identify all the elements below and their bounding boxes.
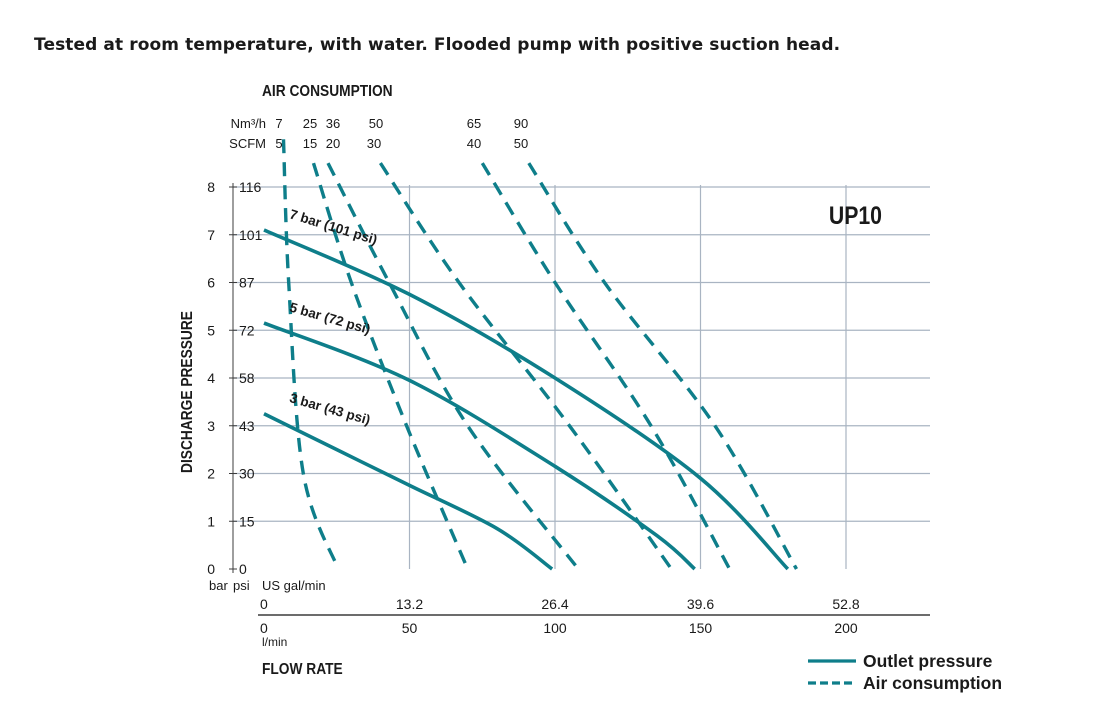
y-tick-label-bar: 4 (207, 370, 215, 386)
air-label-nm3h: 25 (303, 116, 317, 131)
y-tick-label-psi: 87 (239, 275, 255, 291)
x-tick-label-gal: 52.8 (832, 596, 859, 612)
y-tick-label-bar: 8 (207, 179, 215, 195)
legend-outlet-label: Outlet pressure (863, 651, 993, 671)
y-tick-label-bar: 1 (207, 513, 215, 529)
air-curve (281, 139, 340, 570)
air-label-scfm: 50 (514, 136, 528, 151)
axes: 0 0 1 15 2 30 3 43 4 58 5 72 6 87 7 101 8 116 0 0 13.2 50 26.4… (207, 179, 930, 636)
y-tick-label-psi: 30 (239, 466, 255, 482)
grid-lines (233, 185, 930, 569)
top-row2-unit: SCFM (229, 136, 266, 151)
air-label-scfm: 30 (367, 136, 381, 151)
air-curve (527, 162, 798, 570)
air-label-nm3h: 36 (326, 116, 340, 131)
air-curve (311, 162, 470, 570)
chart-labels: AIR CONSUMPTION Nm³/h SCFM UP10 DISCHARG… (178, 82, 882, 678)
y-tick-label-psi: 15 (239, 513, 255, 529)
y-tick-label-bar: 5 (207, 322, 215, 338)
y-tick-label-bar: 3 (207, 418, 215, 434)
air-label-scfm: 40 (467, 136, 481, 151)
x-tick-label-lpm: 200 (834, 620, 858, 636)
air-curve (480, 162, 732, 570)
y-tick-label-bar: 6 (207, 275, 215, 291)
x-tick-label-lpm: 0 (260, 620, 268, 636)
y-axis-title: DISCHARGE PRESSURE (178, 311, 196, 473)
top-row1-unit: Nm³/h (231, 116, 266, 131)
x-axis-title: FLOW RATE (262, 660, 343, 678)
x-tick-label-lpm: 150 (689, 620, 713, 636)
outlet-pressure-curve (263, 412, 554, 571)
outlet-pressure-curves: 7 bar (101 psi)5 bar (72 psi)3 bar (43 p… (263, 207, 790, 571)
x-tick-label-gal: 39.6 (687, 596, 714, 612)
top-axis-title: AIR CONSUMPTION (262, 82, 393, 100)
air-label-nm3h: 50 (369, 116, 383, 131)
y-unit-psi: psi (233, 578, 250, 593)
y-tick-label-psi: 0 (239, 561, 247, 577)
x-unit-gal: US gal/min (262, 578, 326, 593)
y-tick-label-bar: 7 (207, 227, 215, 243)
air-curve (378, 162, 673, 570)
air-label-scfm: 5 (275, 136, 282, 151)
x-tick-label-gal: 26.4 (541, 596, 568, 612)
air-label-scfm: 15 (303, 136, 317, 151)
outlet-pressure-label: 7 bar (101 psi) (288, 207, 379, 248)
y-tick-label-psi: 116 (239, 179, 262, 195)
air-consumption-curves: 7 5 25 15 36 20 50 30 65 40 90 50 (275, 116, 798, 571)
outlet-pressure-label: 3 bar (43 psi) (288, 390, 372, 427)
air-label-nm3h: 90 (514, 116, 528, 131)
air-label-scfm: 20 (326, 136, 340, 151)
legend-air-label: Air consumption (863, 673, 1002, 693)
y-tick-label-bar: 2 (207, 466, 215, 482)
outlet-pressure-curve (263, 321, 696, 571)
y-tick-label-psi: 58 (239, 370, 255, 386)
y-tick-label-bar: 0 (207, 561, 215, 577)
y-tick-label-psi: 101 (239, 227, 263, 243)
y-tick-label-psi: 72 (239, 322, 255, 338)
y-tick-label-psi: 43 (239, 418, 255, 434)
y-unit-bar: bar (209, 578, 228, 593)
x-tick-label-lpm: 100 (543, 620, 567, 636)
air-label-nm3h: 7 (275, 116, 282, 131)
x-tick-label-gal: 13.2 (396, 596, 423, 612)
legend: Outlet pressure Air consumption (808, 651, 1002, 693)
model-label: UP10 (829, 201, 882, 229)
x-tick-label-lpm: 50 (402, 620, 418, 636)
outlet-pressure-curve (263, 228, 790, 571)
x-unit-lpm: l/min (262, 635, 287, 649)
test-conditions-note: Tested at room temperature, with water. … (34, 35, 841, 55)
x-tick-label-gal: 0 (260, 596, 268, 612)
air-label-nm3h: 65 (467, 116, 481, 131)
